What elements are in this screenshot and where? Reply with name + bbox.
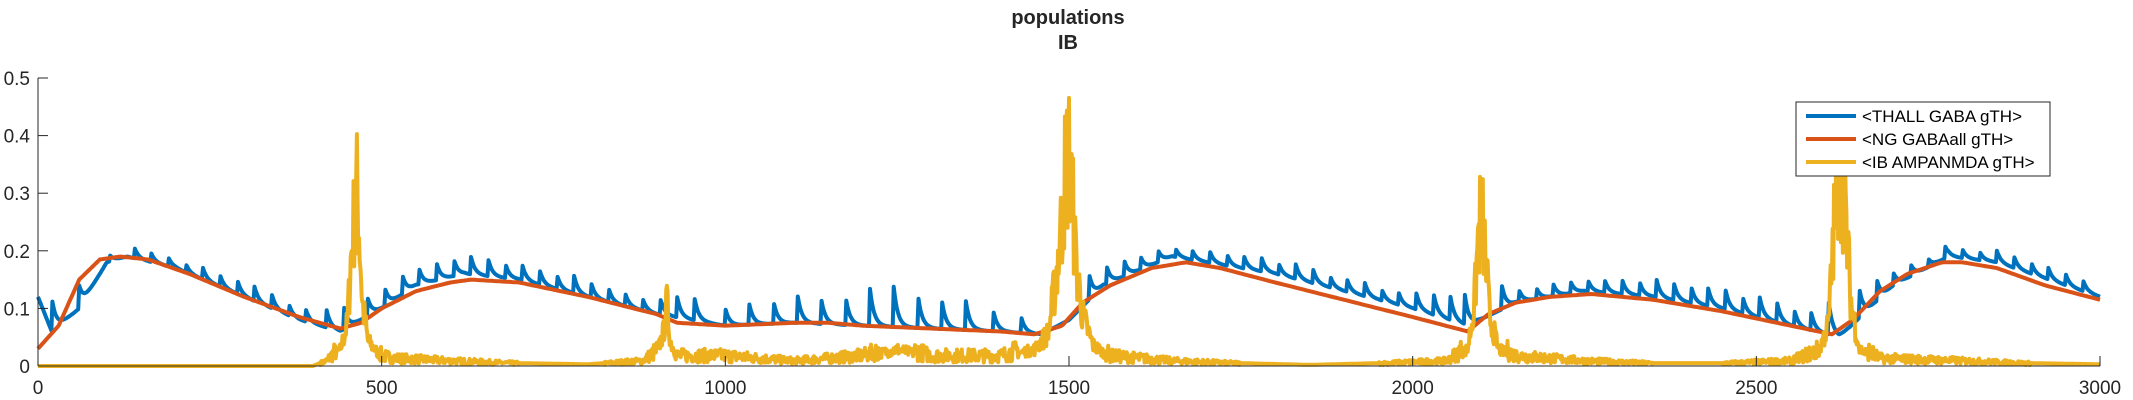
legend: <THALL GABA gTH> <NG GABAall gTH> <IB AM… xyxy=(1795,101,2051,177)
x-tick-label: 500 xyxy=(366,378,398,399)
series-line-ng-gaba xyxy=(36,254,2101,351)
x-tick-label: 3000 xyxy=(2079,378,2121,399)
x-tick-label: 2500 xyxy=(1735,378,1777,399)
legend-label-ng: <NG GABAall gTH> xyxy=(1862,130,2013,149)
y-tick-label: 0 xyxy=(19,357,30,378)
legend-label-thall: <THALL GABA gTH> xyxy=(1862,107,2022,126)
chart-subtitle: IB xyxy=(1058,32,1078,54)
y-tick-label: 0.5 xyxy=(4,69,30,90)
x-tick-label: 1500 xyxy=(1048,378,1090,399)
y-tick-label: 0.1 xyxy=(4,299,30,320)
chart-title: populations xyxy=(1011,7,1124,29)
plot-area xyxy=(36,95,2102,368)
y-tick-label: 0.3 xyxy=(4,184,30,205)
y-tick-label: 0.4 xyxy=(4,127,31,148)
ticks: 0 500 1000 1500 2000 2500 3000 0 0.1 0.2 0.3 0.4 0.5 xyxy=(4,69,2122,399)
y-tick-label: 0.2 xyxy=(4,242,30,263)
x-tick-label: 1000 xyxy=(704,378,746,399)
legend-label-ib: <IB AMPANMDA gTH> xyxy=(1862,153,2035,172)
x-tick-label: 0 xyxy=(33,378,44,399)
x-tick-label: 2000 xyxy=(1392,378,1434,399)
